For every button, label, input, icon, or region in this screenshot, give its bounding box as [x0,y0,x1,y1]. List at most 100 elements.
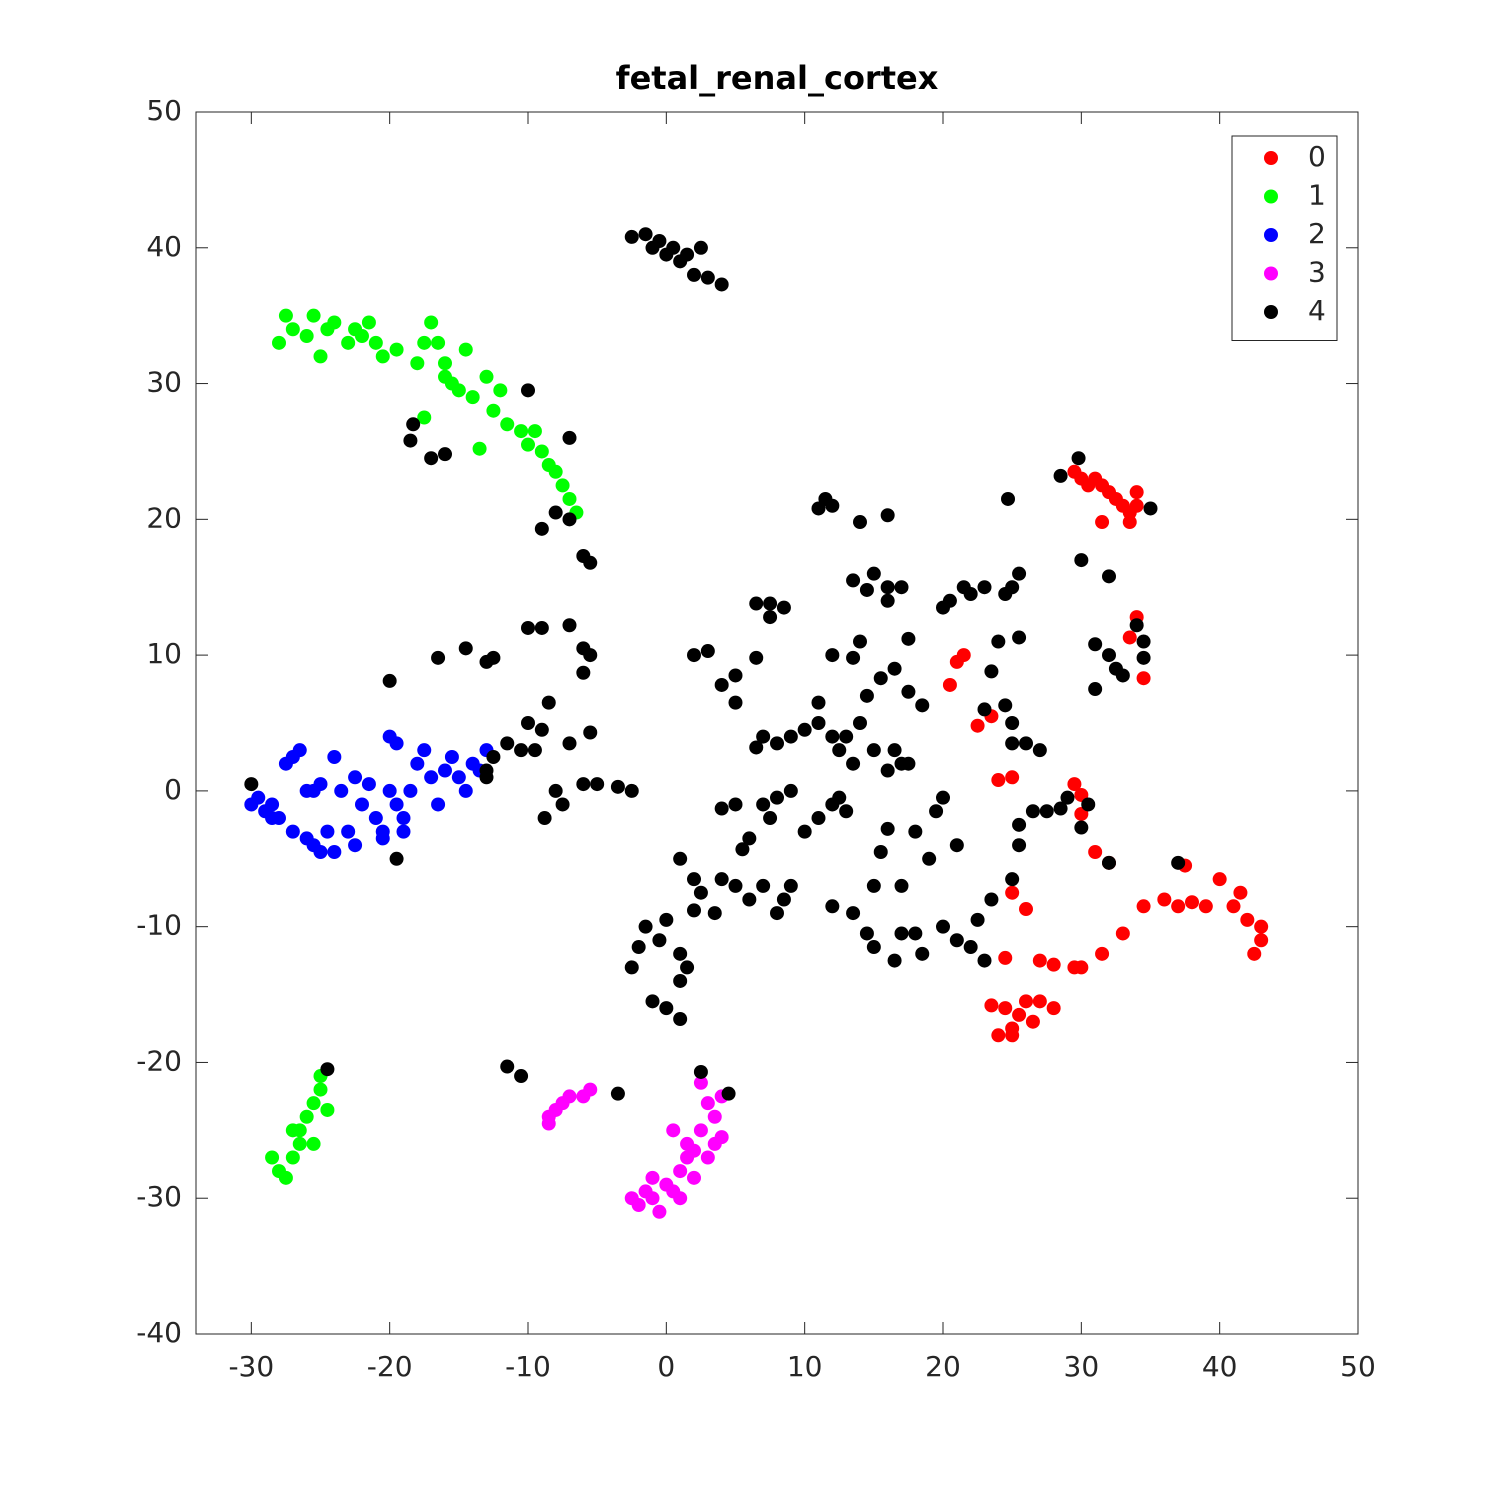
point [417,743,432,758]
point [721,1086,736,1101]
point [859,582,874,597]
point [1129,498,1144,513]
point [431,650,446,665]
point [942,593,957,608]
point [562,618,577,633]
point [853,716,867,730]
point [756,878,771,893]
point [306,1096,321,1111]
point [438,369,452,384]
point [493,383,508,398]
x-tick-label: -20 [367,1350,413,1383]
point [894,878,909,893]
x-tick-label: -30 [228,1350,274,1383]
point [922,851,937,866]
point [1102,648,1116,663]
x-tick-label: 10 [787,1350,823,1383]
point [728,878,743,893]
point [846,650,861,665]
point [1074,553,1089,568]
point [320,1062,335,1077]
point [465,390,480,405]
point [832,790,847,805]
point [680,247,695,262]
point [673,1011,688,1026]
point [341,335,356,350]
point [894,580,909,595]
point [472,441,487,456]
point [846,756,861,771]
point [417,410,432,425]
point [673,946,688,961]
point [853,634,867,649]
point [285,1150,300,1165]
point [590,777,605,792]
point [811,716,826,730]
point [1254,919,1269,934]
point [825,498,840,513]
point [631,940,646,955]
point [693,1075,708,1090]
point [486,749,501,764]
point [1074,960,1089,975]
point [375,831,390,846]
point [811,695,826,710]
point [936,790,950,805]
point [1019,736,1033,751]
point [859,688,874,703]
point [984,892,999,907]
legend-marker [1264,228,1278,242]
point [1005,1028,1020,1043]
point [901,631,916,646]
point [680,1136,695,1151]
point [700,1096,715,1111]
point [728,797,743,812]
point [866,878,881,893]
point [728,695,743,710]
point [396,811,411,826]
point [624,229,639,244]
point [1012,1007,1027,1022]
point [265,811,280,826]
point [438,447,452,462]
point [403,783,418,798]
point [673,1191,688,1206]
point [244,777,259,792]
point [887,743,902,758]
point [313,1082,328,1097]
point [742,892,757,907]
point [562,736,577,751]
point [292,1136,307,1151]
point [521,620,535,635]
point [1247,946,1262,961]
point [1012,817,1027,832]
point [1025,1014,1040,1029]
point [680,960,695,975]
point [514,743,529,758]
x-tick-label: 30 [1064,1350,1100,1383]
point [1032,953,1047,968]
point [272,335,286,350]
point [783,878,798,893]
point [500,736,515,751]
point [908,824,923,839]
point [645,1170,660,1185]
point [700,270,715,285]
point [479,369,494,384]
point [1095,515,1110,530]
point [444,749,459,764]
point [417,335,432,350]
point [424,451,439,466]
point [299,783,314,798]
point [998,698,1013,713]
point [1060,790,1075,805]
point [700,644,715,659]
point [880,763,895,778]
point [1005,872,1020,887]
point [977,580,992,595]
point [956,648,971,663]
point [1005,885,1020,900]
point [355,797,369,812]
point [1025,804,1040,819]
point [1001,491,1016,506]
